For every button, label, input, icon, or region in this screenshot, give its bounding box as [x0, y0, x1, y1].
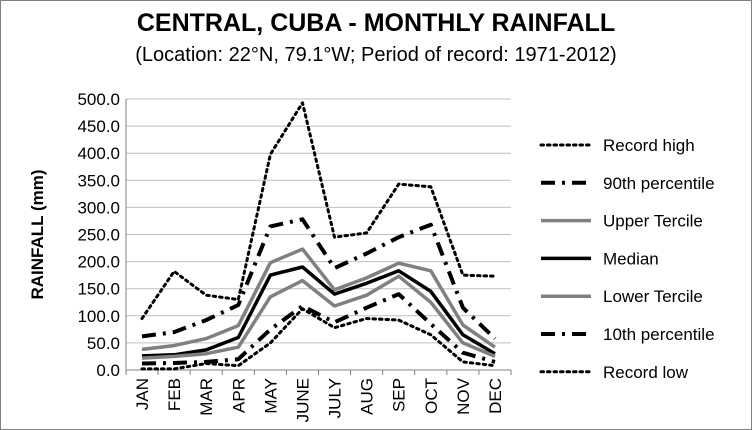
legend-label: Lower Tercile: [603, 287, 703, 306]
y-tick-label: 0.0: [96, 361, 120, 380]
x-tick-label: MAY: [261, 378, 280, 414]
chart-subtitle: (Location: 22°N, 79.1°W; Period of recor…: [135, 44, 617, 66]
series-line-lower-tercile: [141, 274, 496, 360]
legend-label: 90th percentile: [603, 174, 715, 193]
y-tick-label: 100.0: [77, 307, 120, 326]
y-tick-label: 50.0: [87, 334, 120, 353]
x-tick-label: APR: [229, 378, 248, 413]
y-tick-label: 450.0: [77, 117, 120, 136]
x-tick-label: NOV: [454, 377, 473, 415]
y-tick-label: 500.0: [77, 90, 120, 109]
legend-label: Upper Tercile: [603, 212, 703, 231]
x-tick-label: SEP: [390, 378, 409, 412]
series-line-record-low: [140, 307, 497, 371]
series-line-10th-percentile: [141, 292, 496, 366]
x-tick-label: MAR: [197, 378, 216, 416]
legend-label: Median: [603, 249, 659, 268]
x-tick-label: JULY: [326, 378, 345, 418]
series-line-record-high: [140, 101, 497, 320]
y-axis-label: RAINFALL (mm): [28, 169, 47, 299]
x-tick-label: AUG: [358, 378, 377, 415]
legend-label: Record low: [603, 363, 689, 382]
series-line-upper-tercile: [141, 247, 496, 352]
x-tick-label: DEC: [486, 378, 505, 414]
y-tick-label: 250.0: [77, 226, 120, 245]
series-line-90th-percentile: [141, 217, 497, 341]
y-tick-label: 400.0: [77, 144, 120, 163]
y-tick-label: 200.0: [77, 253, 120, 272]
x-tick-label: JUNE: [293, 378, 312, 422]
x-tick-label: JAN: [133, 378, 152, 410]
legend-label: Record high: [603, 136, 695, 155]
x-tick-label: FEB: [165, 378, 184, 411]
x-tick-label: OCT: [422, 378, 441, 414]
y-tick-label: 150.0: [77, 280, 120, 299]
y-tick-label: 300.0: [77, 198, 120, 217]
chart-title: CENTRAL, CUBA - MONTHLY RAINFALL: [136, 9, 616, 37]
legend-label: 10th percentile: [603, 325, 715, 344]
y-tick-label: 350.0: [77, 171, 120, 190]
series-line-median: [141, 265, 496, 358]
